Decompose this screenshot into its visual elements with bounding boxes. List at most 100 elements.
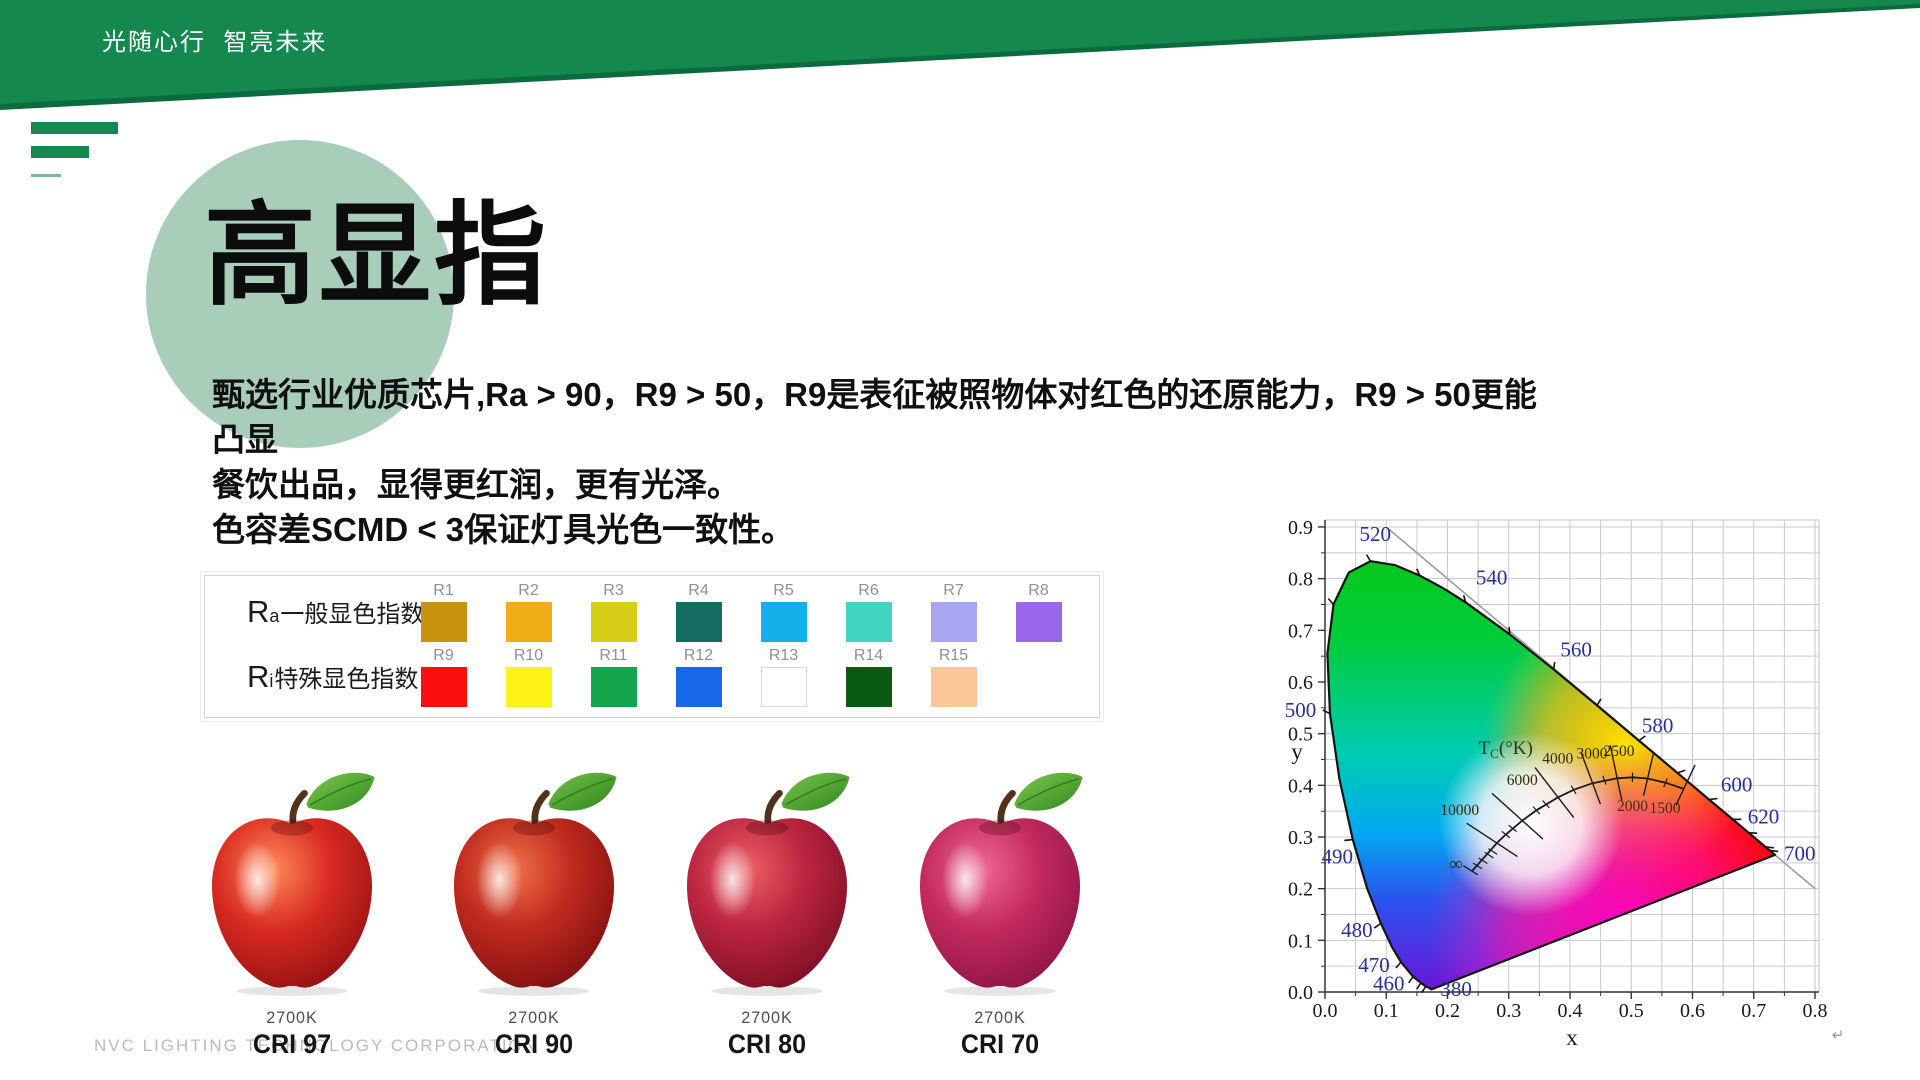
svg-text:0.3: 0.3 [1496,1000,1521,1022]
cri-swatch-cell: R7 [911,580,996,642]
cri-swatch [1015,602,1062,642]
svg-text:∞: ∞ [1449,854,1463,875]
cri-swatch-label: R4 [688,582,709,599]
color-temp-label: 2700K [508,1008,560,1027]
svg-text:380: 380 [1440,977,1472,1001]
cri-swatch [505,667,552,707]
cri-swatch [675,602,722,642]
cri-swatch [505,602,552,642]
apple-stem [764,789,783,826]
cri-swatch-cell: R9 [401,645,486,707]
apple-figure: 2700K CRI 70 [885,772,1115,1060]
svg-text:0.7: 0.7 [1288,620,1313,642]
cri-swatch [675,667,722,707]
svg-text:470: 470 [1358,953,1390,977]
menu-bar-icon [31,122,118,134]
svg-text:0.6: 0.6 [1680,1000,1705,1022]
row-label-sub: a [269,606,280,626]
svg-text:0.2: 0.2 [1288,879,1313,901]
apple-body [920,818,1080,988]
cri-swatch [420,667,467,707]
svg-text:TC(°K): TC(°K) [1479,738,1533,761]
menu-bar-icon [31,146,89,158]
cri-swatch-cell: R2 [486,580,571,642]
svg-text:0.7: 0.7 [1741,1000,1766,1022]
row-label-text: 特殊显色指数 [274,666,419,693]
cri-swatch [760,602,807,642]
apple-body [212,818,372,988]
cri-swatch-cell: R12 [656,645,741,707]
apple-body [454,818,614,988]
cri-swatch-cell: R13 [741,645,826,707]
cri-swatch [930,602,977,642]
svg-text:↵: ↵ [1832,1028,1845,1044]
apple-leaf [306,772,375,811]
row-label-r: R [247,658,270,694]
cri-swatch-cell: R11 [571,645,656,707]
svg-text:y: y [1291,739,1303,764]
svg-text:1500: 1500 [1649,800,1680,817]
apple-body [687,818,847,988]
cri-swatch-cell: R15 [911,645,996,707]
color-temp-label: 2700K [266,1008,318,1027]
cri-swatch-label: R7 [943,582,964,599]
cri-swatch-label: R6 [858,582,879,599]
cri-swatch-label: R15 [938,647,969,664]
cri-swatch-label: R11 [599,647,628,664]
apple-illustration [454,772,617,996]
cri-swatch-cell: R5 [741,580,826,642]
apple-stem [531,789,550,826]
color-temp-label: 2700K [974,1008,1026,1027]
svg-text:480: 480 [1341,918,1373,942]
cri-swatch-label: R3 [603,582,624,599]
cri-value-label: CRI 70 [960,1029,1040,1059]
color-temp-label: 2700K [741,1008,793,1027]
cri-swatch-label: R1 [433,582,454,599]
cri-swatch [760,667,807,707]
cri-swatch-cell: R3 [571,580,656,642]
svg-text:0.4: 0.4 [1288,775,1313,797]
svg-text:490: 490 [1322,845,1354,869]
row-label-sub: i [269,671,274,691]
cri-swatch-label: R12 [683,647,714,664]
cri-swatch-cell: R10 [486,645,571,707]
svg-text:0.1: 0.1 [1288,930,1313,952]
apple-illustration [920,772,1083,996]
cri-swatch-label: R14 [853,647,884,664]
svg-text:3000: 3000 [1577,745,1608,762]
cri-swatch [420,602,467,642]
apple-figure: 2700K CRI 90 [419,772,649,1060]
apple-stem [289,789,308,826]
svg-text:0.1: 0.1 [1374,1000,1399,1022]
svg-text:560: 560 [1560,637,1592,661]
apple-leaf [548,772,617,811]
cri-swatch [930,667,977,707]
body-line: 甄选行业优质芯片,Ra > 90，R9 > 50，R9是表征被照物体对红色的还原… [212,376,1537,458]
svg-text:520: 520 [1359,522,1391,546]
cri-swatch-label: R5 [773,582,794,599]
cri-swatch [845,667,892,707]
cri-swatch-cell: R6 [826,580,911,642]
svg-text:0.4: 0.4 [1558,1000,1583,1022]
svg-text:2500: 2500 [1604,743,1635,760]
apple-figure: 2700K CRI 97 [177,772,407,1060]
apple-leaf [1014,772,1083,811]
cri-swatch-cell: R4 [656,580,741,642]
svg-text:620: 620 [1748,804,1780,828]
svg-text:540: 540 [1476,566,1508,590]
cri-value-label: CRI 97 [252,1029,332,1059]
cie-chromaticity-diagram: 0.0 0.1 0.2 0.3 0.4 0.5 0.6 0.7 0.8 0.0 0.1 0.2 0.3 0… [1285,512,1865,1060]
svg-text:0.5: 0.5 [1619,1000,1644,1022]
svg-text:0.0: 0.0 [1288,982,1313,1004]
svg-text:0.8: 0.8 [1288,569,1313,591]
body-line: 餐饮出品，显得更红润，更有光泽。 [212,466,740,503]
body-paragraph: 甄选行业优质芯片,Ra > 90，R9 > 50，R9是表征被照物体对红色的还原… [212,372,1552,552]
cri-swatch [845,602,892,642]
svg-text:580: 580 [1642,713,1674,737]
apple-figure: 2700K CRI 80 [652,772,882,1060]
